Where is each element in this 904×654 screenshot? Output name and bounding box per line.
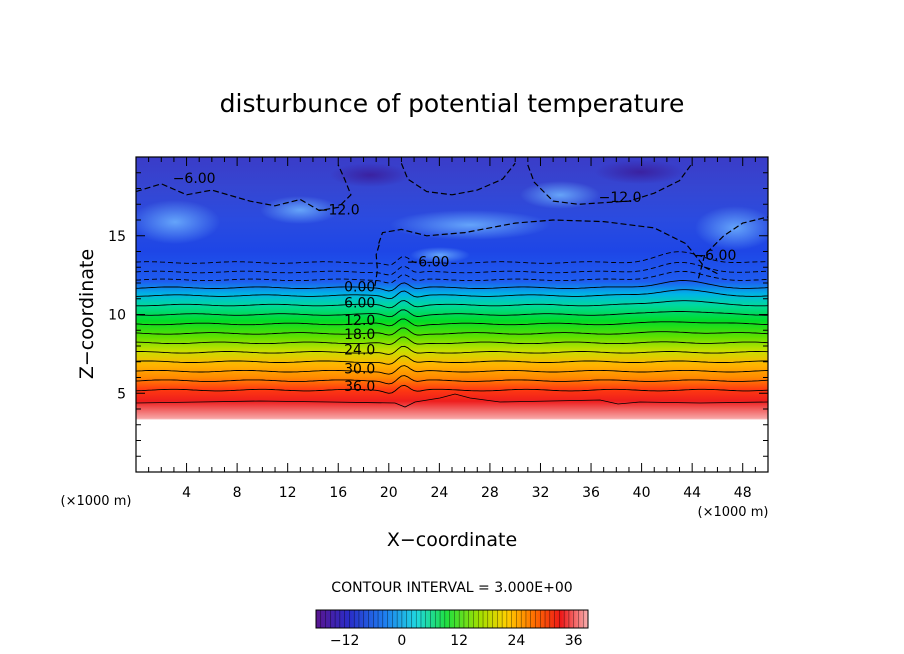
x-unit-label: (×1000 m) [698,505,769,520]
x-tick-label: 40 [633,485,651,501]
contour-line [136,289,768,300]
x-tick-label: 28 [481,485,499,501]
contour-label: 24.0 [344,343,375,359]
plot-field [136,157,768,472]
contour-line-negative [136,251,768,266]
contour-label: −12.0 [599,190,642,206]
contour-labels: 36.030.0 24.018.012.0 6.000.00 −6.00 −12.0 −6… [173,171,737,395]
contour-label: 6.00 [344,295,375,311]
contour-line-negative [378,219,718,275]
colorbar-tick-label: 0 [397,633,406,649]
contour-line [136,318,768,327]
colorbar-tick-label: −12 [330,633,360,649]
contour-line-negative [136,270,768,284]
turbulent-patch [260,196,340,224]
y-tick-label: 15 [108,229,126,245]
contour-label: 30.0 [344,362,375,378]
contour-line [136,355,768,365]
turbulent-patch [695,206,768,250]
contour-line [136,280,768,292]
contour-line-negative [374,241,381,287]
y-unit-label: (×1000 m) [61,494,132,509]
contour-label: −12.0 [317,203,360,219]
contour-line [136,327,768,336]
contour-line-negative [136,164,352,212]
colorbar-tick-label: 12 [450,633,468,649]
turbulent-patch [410,247,470,263]
x-tick-label: 44 [683,485,701,501]
contour-line [136,345,768,355]
contour-interval: CONTOUR INTERVAL = 3.000E+00 [331,580,572,596]
terrain-edge [136,393,768,408]
contour-label: −6.00 [693,248,736,264]
contour-label: 18.0 [344,327,375,343]
contour-label: −6.00 [173,171,216,187]
x-tick-label: 24 [430,485,448,501]
contour-line [136,300,768,309]
contour-line-negative [697,216,768,279]
contour-line [136,336,768,346]
turbulent-patch [520,181,600,209]
x-tick-label: 20 [380,485,398,501]
y-tick-label: 5 [117,386,126,402]
temperature-field [136,157,768,472]
contour-line-negative [400,162,516,196]
y-tick-label: 10 [108,308,126,324]
contour-label: −6.00 [407,255,450,271]
colorbar-tick-labels: −12 0 12 24 36 [330,633,583,649]
axis-ticks [136,157,768,472]
colorbar-tick-label: 24 [508,633,526,649]
cold-core [595,160,685,184]
x-axis-label: X−coordinate [387,529,517,551]
colorbar: −12 0 12 24 36 [315,609,589,649]
x-tick-label: 48 [734,485,752,501]
contour-label: 36.0 [344,379,375,395]
turbulent-patch [390,210,550,240]
x-tick-labels: 4 8 12 16 20 24 28 32 36 40 44 48 [182,485,752,501]
contour-label: 12.0 [344,313,375,329]
contour-line [136,309,768,318]
y-tick-labels: 5 10 15 [108,229,126,403]
y-axis-label: Z−coordinate [76,249,98,379]
contour-line-negative [527,162,693,205]
chart-title: disturbunce of potential temperature [220,89,685,118]
turbulent-patch [136,200,220,244]
x-tick-label: 8 [233,485,242,501]
x-tick-label: 4 [182,485,191,501]
contour-line [136,375,768,385]
cold-core [330,163,410,187]
contour-line [136,384,768,394]
contour-line-negative [136,261,768,276]
colorbar-dividers [315,610,589,628]
colorbar-fill [315,609,589,629]
x-tick-label: 32 [532,485,550,501]
colorbar-tick-label: 36 [565,633,583,649]
contour-label: 0.00 [344,280,375,296]
x-tick-label: 16 [329,485,347,501]
x-tick-label: 36 [582,485,600,501]
x-tick-label: 12 [279,485,297,501]
contour-lines [136,162,768,394]
contour-line [136,365,768,375]
